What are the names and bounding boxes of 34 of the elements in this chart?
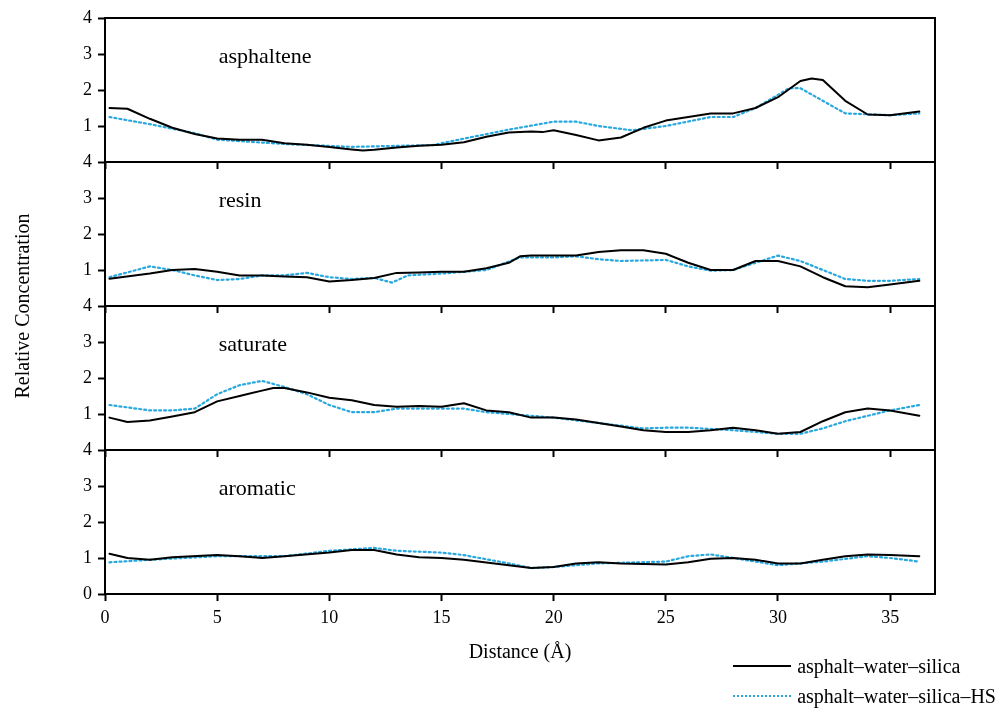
y-tick-label: 1 (83, 546, 92, 567)
y-tick-label: 2 (83, 78, 92, 99)
y-tick-label: 3 (83, 474, 92, 495)
x-tick-label: 20 (544, 606, 563, 627)
annotation: aromatic (218, 474, 296, 500)
y-tick-label: 4 (83, 438, 92, 459)
y-tick-label: 1 (83, 402, 92, 423)
y-tick-label: 2 (83, 366, 92, 387)
x-tick-label: 25 (656, 606, 675, 627)
y-tick-label: 2 (83, 222, 92, 243)
line-series (108, 87, 921, 148)
y-tick-label: 4 (83, 150, 92, 171)
x-tick-label: 35 (881, 606, 900, 627)
x-axis-title: Distance (Å) (468, 640, 572, 664)
y-tick-label: 0 (83, 582, 92, 603)
y-tick-label: 3 (83, 186, 92, 207)
x-tick-label: 0 (100, 606, 110, 627)
legend-label: asphalt–water–silica–HS (797, 684, 996, 710)
y-tick-label: 2 (83, 510, 92, 531)
legend-label: asphalt–water–silica (797, 654, 961, 680)
y-tick-label: 3 (83, 330, 92, 351)
annotation: resin (218, 186, 262, 212)
y-tick-label: 4 (83, 6, 92, 27)
x-tick-label: 5 (212, 606, 222, 627)
annotation: saturate (218, 330, 288, 356)
x-tick-label: 15 (432, 606, 451, 627)
y-tick-label: 1 (83, 114, 92, 135)
annotation: asphaltene (218, 42, 312, 68)
y-tick-label: 1 (83, 258, 92, 279)
y-tick-label: 3 (83, 42, 92, 63)
x-tick-label: 30 (768, 606, 787, 627)
y-tick-label: 4 (83, 294, 92, 315)
x-tick-label: 10 (320, 606, 339, 627)
y-axis-title: Relative Concentration (10, 213, 34, 399)
